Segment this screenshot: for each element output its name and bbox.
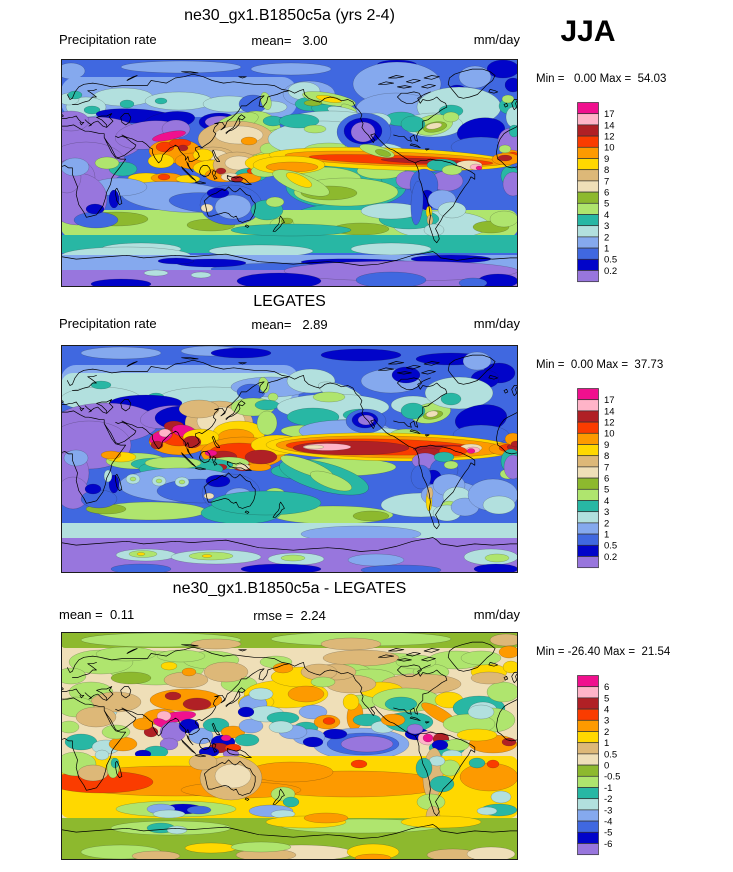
svg-text:7: 7 bbox=[604, 176, 609, 187]
svg-text:9: 9 bbox=[604, 154, 609, 165]
svg-text:5: 5 bbox=[604, 693, 609, 704]
svg-text:0: 0 bbox=[604, 761, 609, 772]
svg-text:7: 7 bbox=[604, 462, 609, 473]
svg-text:-6: -6 bbox=[604, 839, 612, 850]
svg-text:-5: -5 bbox=[604, 828, 612, 839]
svg-text:1: 1 bbox=[604, 738, 609, 749]
svg-text:0.5: 0.5 bbox=[604, 255, 617, 266]
svg-text:14: 14 bbox=[604, 120, 615, 131]
svg-text:4: 4 bbox=[604, 210, 609, 221]
svg-text:0.2: 0.2 bbox=[604, 266, 617, 277]
svg-text:9: 9 bbox=[604, 440, 609, 451]
svg-text:1: 1 bbox=[604, 244, 609, 255]
svg-text:-1: -1 bbox=[604, 783, 612, 794]
svg-text:17: 17 bbox=[604, 109, 615, 120]
svg-text:12: 12 bbox=[604, 418, 615, 429]
svg-text:5: 5 bbox=[604, 485, 609, 496]
svg-text:5: 5 bbox=[604, 199, 609, 210]
svg-text:8: 8 bbox=[604, 165, 609, 176]
svg-text:6: 6 bbox=[604, 188, 609, 199]
svg-text:0.5: 0.5 bbox=[604, 749, 617, 760]
svg-text:-4: -4 bbox=[604, 817, 612, 828]
svg-text:3: 3 bbox=[604, 507, 609, 518]
svg-text:17: 17 bbox=[604, 395, 615, 406]
svg-text:10: 10 bbox=[604, 429, 615, 440]
svg-text:4: 4 bbox=[604, 705, 609, 716]
svg-text:6: 6 bbox=[604, 474, 609, 485]
svg-text:14: 14 bbox=[604, 406, 615, 417]
svg-text:2: 2 bbox=[604, 727, 609, 738]
svg-text:10: 10 bbox=[604, 143, 615, 154]
svg-text:3: 3 bbox=[604, 716, 609, 727]
svg-text:12: 12 bbox=[604, 132, 615, 143]
svg-text:2: 2 bbox=[604, 232, 609, 243]
svg-text:1: 1 bbox=[604, 530, 609, 541]
svg-text:-0.5: -0.5 bbox=[604, 772, 620, 783]
svg-text:-3: -3 bbox=[604, 805, 612, 816]
svg-text:3: 3 bbox=[604, 221, 609, 232]
svg-text:0.2: 0.2 bbox=[604, 552, 617, 563]
svg-text:6: 6 bbox=[604, 682, 609, 693]
svg-text:0.5: 0.5 bbox=[604, 541, 617, 552]
svg-text:4: 4 bbox=[604, 496, 609, 507]
svg-text:8: 8 bbox=[604, 451, 609, 462]
svg-text:-2: -2 bbox=[604, 794, 612, 805]
svg-text:2: 2 bbox=[604, 518, 609, 529]
